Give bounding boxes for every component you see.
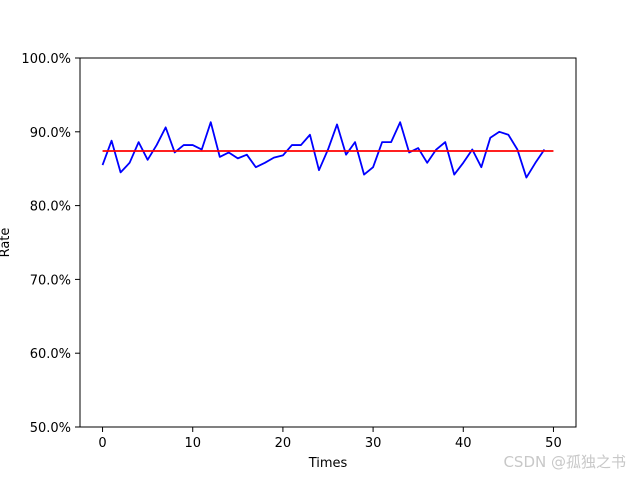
x-tick-label: 40 [455,436,472,451]
plot-area [79,57,577,428]
x-axis-label: Times [308,456,348,471]
y-tick-label: 90.0% [30,126,71,141]
y-tick-label: 80.0% [30,200,71,215]
y-tick-label: 50.0% [30,421,71,436]
y-axis-label: Rate [0,228,13,258]
x-tick-label: 0 [98,436,106,451]
watermark-text: CSDN @孤独之书 [503,453,626,471]
x-axis: 0 10 20 30 40 50 [98,427,562,451]
x-tick-label: 50 [545,436,562,451]
y-tick-label: 100.0% [21,52,71,67]
x-tick-label: 10 [184,436,201,451]
x-tick-label: 20 [275,436,292,451]
y-tick-label: 70.0% [30,273,71,288]
y-axis: 50.0% 60.0% 70.0% 80.0% 90.0% 100.0% [21,52,80,436]
x-tick-label: 30 [365,436,382,451]
series-group [101,121,554,179]
y-tick-label: 60.0% [30,347,71,362]
